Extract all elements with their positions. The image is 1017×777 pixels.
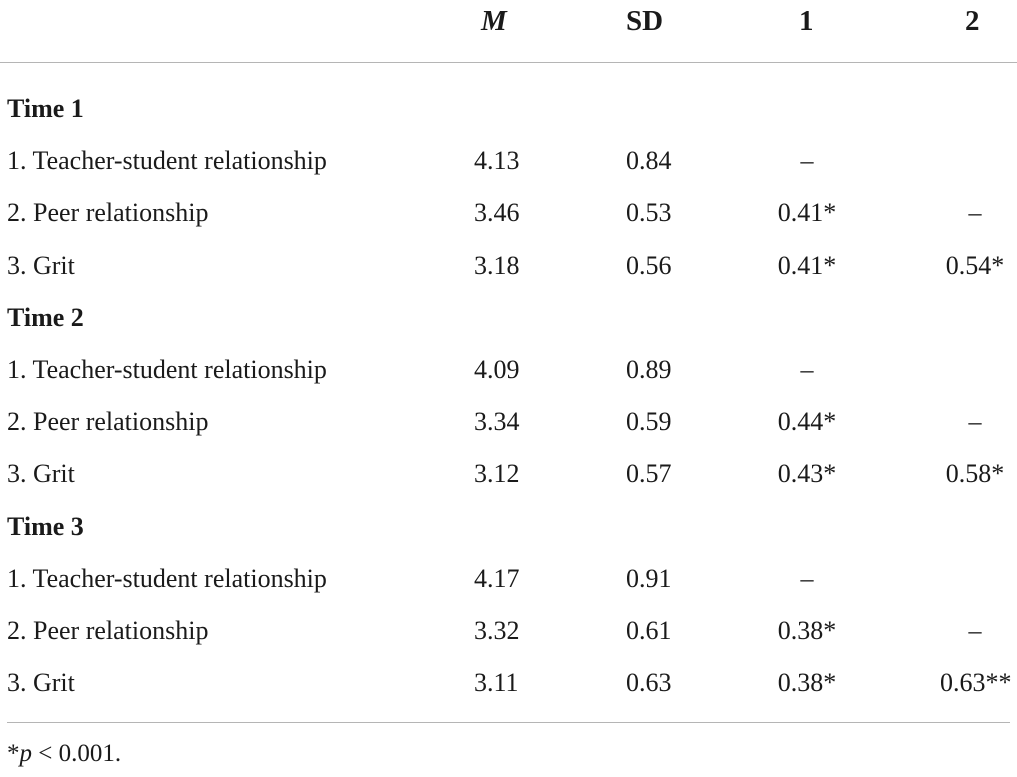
cell-corr-2: 0.54* (945, 250, 1005, 280)
cell-sd: 0.53 (626, 198, 672, 228)
row-label: 1. Teacher-student relationship (7, 354, 327, 384)
cell-sd: 0.57 (626, 459, 672, 489)
section-row: Time 1 (0, 83, 1017, 135)
cell-mean: 4.17 (474, 563, 520, 593)
row-label: 1. Teacher-student relationship (7, 563, 327, 593)
row-label: 3. Grit (7, 459, 75, 489)
cell-corr-2: – (968, 407, 982, 437)
table-bottom-rule (7, 722, 1010, 723)
cell-corr-2: – (968, 198, 982, 228)
cell-mean: 3.18 (474, 250, 520, 280)
cell-corr-1: 0.43* (777, 459, 837, 489)
table-row: 3. Grit 3.12 0.57 0.43* 0.58* (0, 448, 1017, 500)
cell-mean: 4.13 (474, 146, 520, 176)
section-label: Time 2 (7, 302, 84, 332)
header-col-1: 1 (799, 5, 814, 37)
footnote-text: < 0.001. (32, 740, 122, 767)
correlation-table: M SD 1 2 Time 1 1. Teacher-student relati… (0, 0, 1017, 709)
row-label: 2. Peer relationship (7, 615, 209, 645)
cell-corr-2: – (968, 615, 982, 645)
section-row: Time 3 (0, 501, 1017, 553)
cell-sd: 0.56 (626, 250, 672, 280)
footnote-star: * (7, 740, 20, 767)
cell-mean: 3.32 (474, 615, 520, 645)
table-footnote: *p < 0.001. (7, 738, 121, 770)
cell-sd: 0.63 (626, 668, 672, 698)
cell-sd: 0.89 (626, 354, 672, 384)
cell-corr-2: 0.63** (940, 668, 1012, 698)
table-row: 1. Teacher-student relationship 4.17 0.91 – (0, 553, 1017, 605)
cell-mean: 4.09 (474, 354, 520, 384)
header-mean: M (481, 5, 507, 37)
cell-corr-1: 0.38* (777, 615, 837, 645)
cell-sd: 0.59 (626, 407, 672, 437)
footnote-p: p (19, 740, 33, 767)
cell-sd: 0.91 (626, 563, 672, 593)
cell-corr-1: – (800, 146, 814, 176)
cell-mean: 3.12 (474, 459, 520, 489)
row-label: 2. Peer relationship (7, 407, 209, 437)
section-row: Time 2 (0, 292, 1017, 344)
table-row: 2. Peer relationship 3.46 0.53 0.41* – (0, 187, 1017, 239)
cell-corr-1: 0.44* (777, 407, 837, 437)
table-row: 1. Teacher-student relationship 4.13 0.84 – (0, 135, 1017, 187)
section-label: Time 3 (7, 511, 84, 541)
cell-sd: 0.61 (626, 615, 672, 645)
row-label: 2. Peer relationship (7, 198, 209, 228)
table-body: Time 1 1. Teacher-student relationship 4.1… (0, 83, 1017, 709)
table-row: 1. Teacher-student relationship 4.09 0.89 – (0, 344, 1017, 396)
section-label: Time 1 (7, 94, 84, 123)
row-label: 3. Grit (7, 668, 75, 698)
cell-mean: 3.11 (474, 668, 519, 698)
cell-sd: 0.84 (626, 146, 672, 176)
table-row: 3. Grit 3.11 0.63 0.38* 0.63** (0, 657, 1017, 709)
cell-corr-1: 0.38* (777, 668, 837, 698)
cell-mean: 3.34 (474, 407, 520, 437)
cell-corr-1: – (800, 563, 814, 593)
row-label: 1. Teacher-student relationship (7, 146, 327, 176)
table-row: 2. Peer relationship 3.32 0.61 0.38* – (0, 605, 1017, 657)
table-row: 2. Peer relationship 3.34 0.59 0.44* – (0, 396, 1017, 448)
cell-corr-1: 0.41* (777, 250, 837, 280)
cell-corr-1: – (800, 354, 814, 384)
table-header: M SD 1 2 (0, 0, 1017, 63)
cell-mean: 3.46 (474, 198, 520, 228)
header-sd: SD (626, 5, 664, 37)
cell-corr-2: 0.58* (945, 459, 1005, 489)
header-col-2: 2 (965, 5, 980, 37)
cell-corr-1: 0.41* (777, 198, 837, 228)
table-row: 3. Grit 3.18 0.56 0.41* 0.54* (0, 240, 1017, 292)
row-label: 3. Grit (7, 250, 75, 280)
